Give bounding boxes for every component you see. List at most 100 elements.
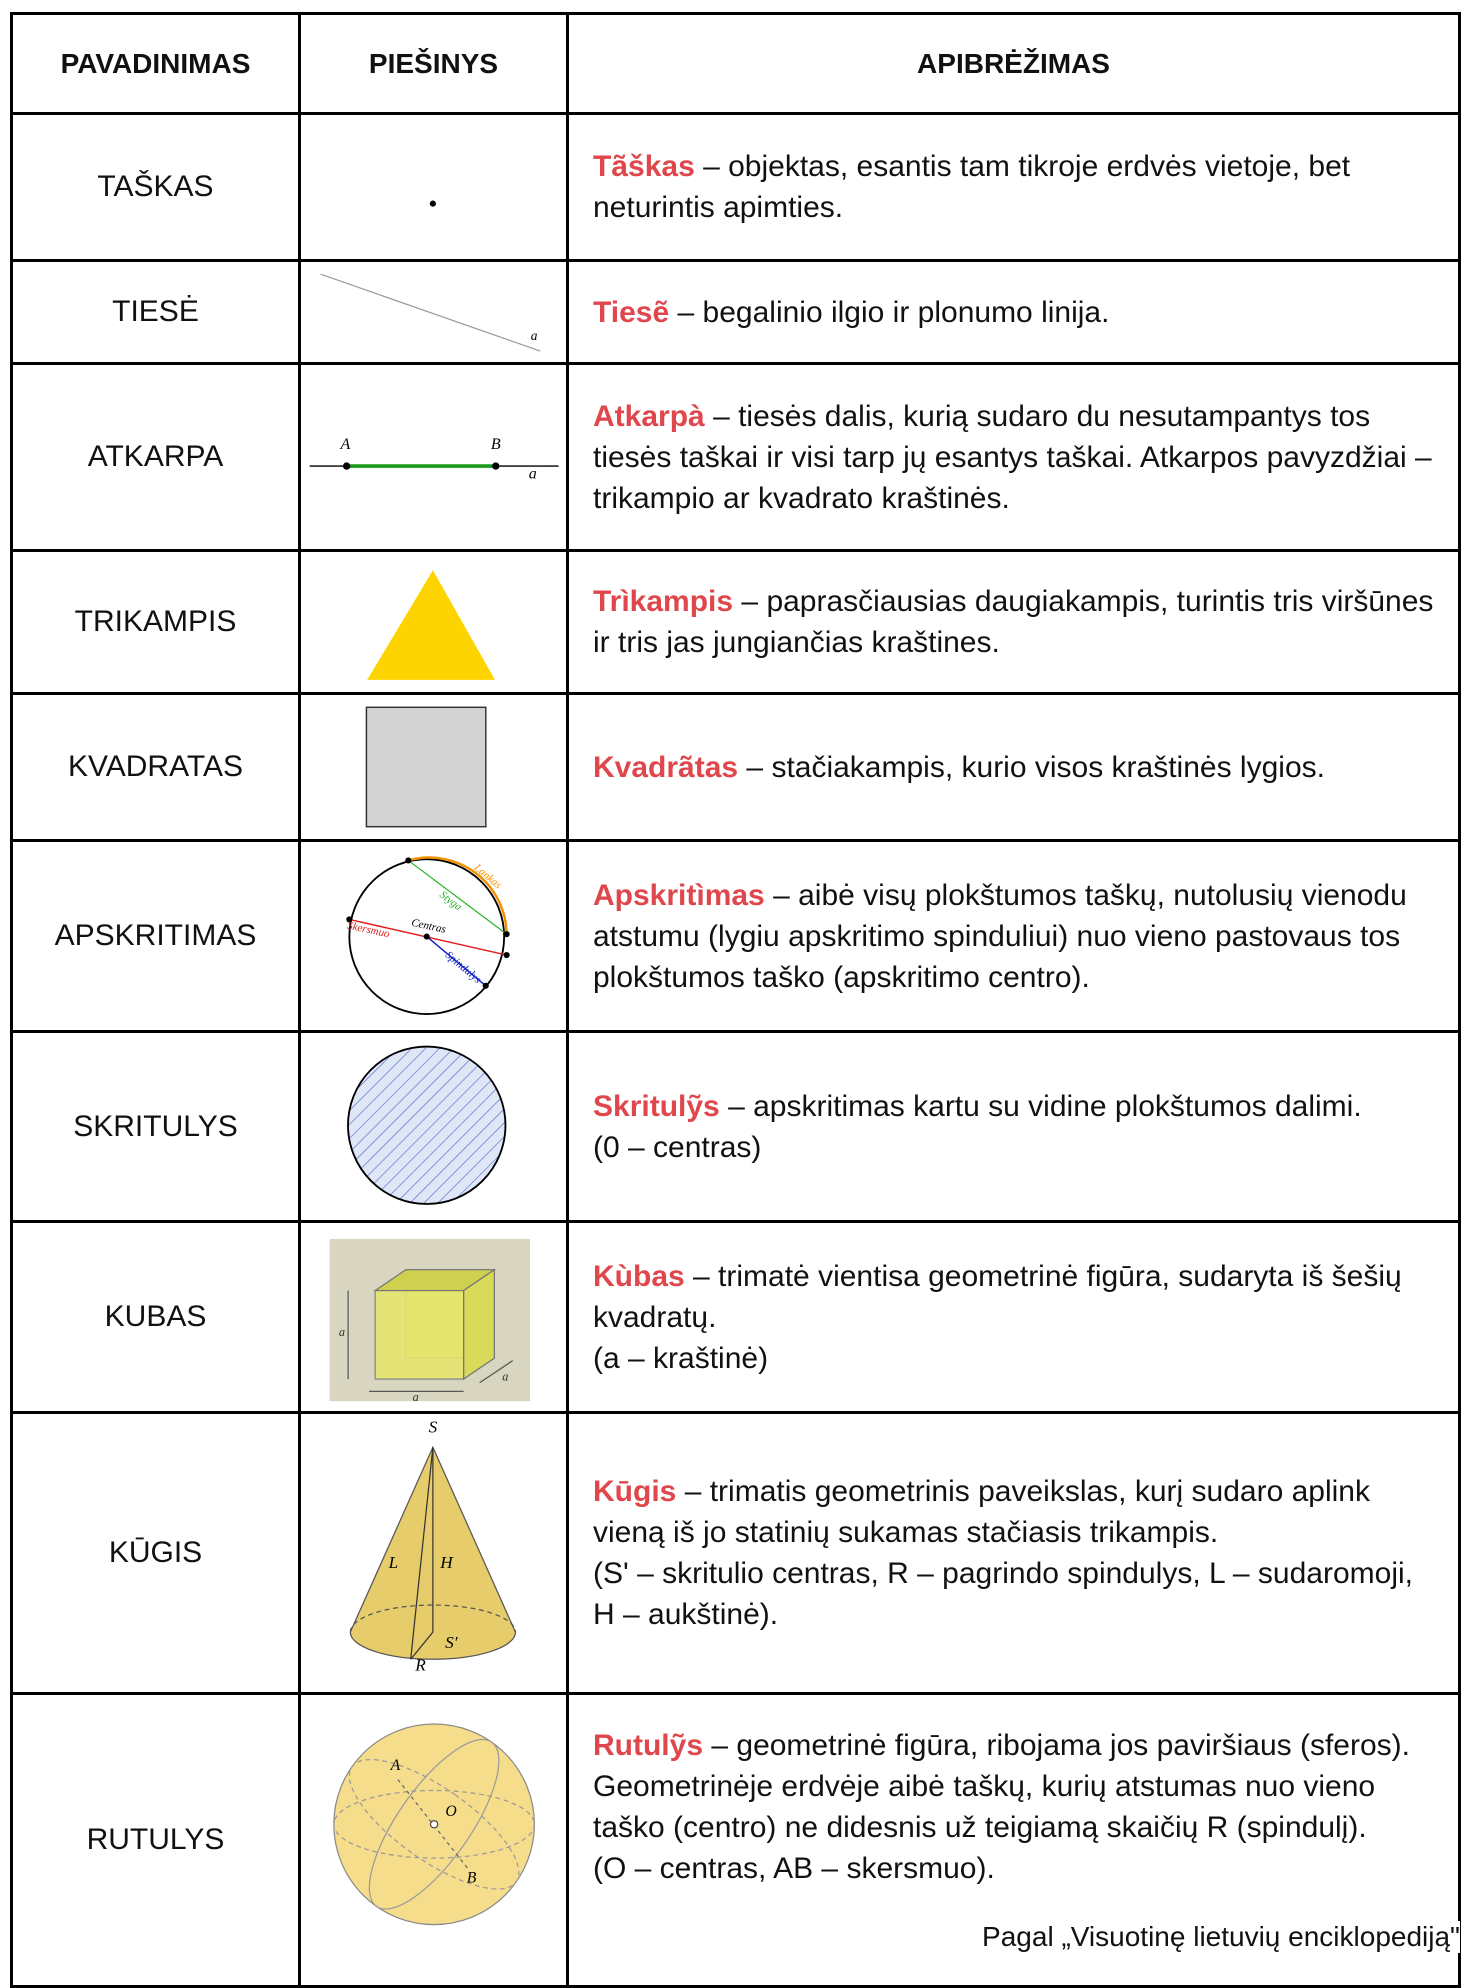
definition-text: – paprasčiausias daugiakampis, turintis …: [593, 585, 1434, 659]
definition-text: – aibė visų plokštumos taškų, nutolusių …: [593, 878, 1407, 994]
definition-note: (0 – centras): [593, 1130, 762, 1164]
drawing-shape: [482, 982, 489, 989]
definition-cell: Trìkampis – paprasčiausias daugiakampis,…: [566, 549, 1461, 695]
drawing-cell: a: [298, 259, 569, 365]
definition-note: (a – kraštinė): [593, 1341, 769, 1375]
definition-note: (S' – skritulio centras, R – pagrindo sp…: [593, 1557, 1414, 1631]
drawing-shape: [429, 1820, 439, 1829]
drawing-label: Skersmuo: [346, 920, 391, 941]
drawing-shape: [410, 1631, 434, 1660]
term: Kùbas: [593, 1259, 685, 1293]
drawing-shape: [346, 916, 353, 923]
drawing-cell: [298, 1030, 569, 1223]
definition-cell: Skritulỹs – apskritimas kartu su vidine …: [566, 1030, 1461, 1223]
definition: Tãškas – objektas, esantis tam tikroje e…: [593, 146, 1436, 228]
header-cell: PAVADINIMAS: [10, 12, 301, 115]
drawing: A O B: [333, 1723, 535, 1926]
drawing: S L H S′ R: [349, 1417, 517, 1674]
table-body: TAŠKAS Tãškas – objektas, esantis tam ti…: [10, 112, 1461, 1988]
drawing-label: A: [339, 436, 350, 453]
drawing-shape: [503, 951, 510, 959]
drawing-label: Spindulys: [443, 949, 484, 986]
term: Trìkampis: [593, 585, 734, 618]
term: Kvadrãtas: [593, 750, 739, 784]
drawing-shape: [492, 462, 500, 470]
drawing-label: S: [429, 1417, 438, 1436]
drawing-label: a: [502, 1369, 508, 1383]
drawing-shape: [349, 1604, 517, 1633]
definition: Skritulỹs – apskritimas kartu su vidine …: [593, 1086, 1436, 1127]
term: Skritulỹs: [593, 1089, 720, 1123]
term: Kūgis: [593, 1475, 677, 1508]
drawing-label: O: [445, 1803, 456, 1820]
definition-text: – objektas, esantis tam tikroje erdvės v…: [593, 150, 1351, 224]
definition-cell: Kvadrãtas – stačiakampis, kurio visos kr…: [566, 692, 1461, 842]
drawing-shape: [347, 1045, 507, 1205]
drawing: [367, 570, 495, 680]
drawing-shape: [367, 570, 495, 680]
definition: Kùbas – trimatė vientisa geometrinė figū…: [593, 1256, 1436, 1338]
definition-cell: Tãškas – objektas, esantis tam tikroje e…: [566, 112, 1461, 262]
drawing: A Ba: [309, 436, 559, 482]
drawing-label: a: [529, 465, 537, 482]
name-cell: APSKRITIMAS: [10, 839, 301, 1033]
term: Tãškas: [593, 150, 695, 183]
drawing: a a a: [329, 1238, 530, 1404]
geometry-table: PAVADINIMAS PIEŠINYS APIBRĖŽIMAS TAŠKAS …: [10, 12, 1461, 1988]
drawing-shape: [405, 857, 412, 864]
drawing-shape: [479, 1360, 514, 1384]
drawing-shape: [348, 858, 506, 1015]
definition-text: – geometrinė figūra, ribojama jos pavirš…: [593, 1729, 1410, 1844]
table-row: SKRITULYS Skritulỹs – apskritimas kartu …: [10, 1030, 1461, 1223]
drawing-shape: [342, 462, 351, 470]
drawing: a: [320, 273, 541, 352]
drawing-label: H: [439, 1553, 454, 1572]
drawing-shape: PAVADINIMAS PIEŠINYS APIBRĖŽIMAS: [10, 12, 1461, 115]
drawing-cell: A O B: [298, 1692, 569, 1988]
name-cell: KUBAS: [10, 1220, 301, 1414]
drawing-label: A: [390, 1757, 401, 1774]
table-row: KUBAS a a a Kùbas – trimatė vientisa geome…: [10, 1220, 1461, 1414]
drawing-shape: [407, 859, 507, 935]
definition-cell: Kùbas – trimatė vientisa geometrinė figū…: [566, 1220, 1461, 1414]
drawing-cell: [298, 692, 569, 842]
name-cell: ATKARPA: [10, 362, 301, 552]
definition-cell: Apskritìmas – aibė visų plokštumos taškų…: [566, 839, 1461, 1033]
drawing-shape: [368, 1738, 500, 1910]
definition: Apskritìmas – aibė visų plokštumos taškų…: [593, 875, 1436, 998]
header-row: PAVADINIMAS PIEŠINYS APIBRĖŽIMAS: [10, 12, 1461, 115]
definition: Trìkampis – paprasčiausias daugiakampis,…: [593, 581, 1436, 663]
definition: Kūgis – trimatis geometrinis paveikslas,…: [593, 1471, 1436, 1553]
definition-note: (O – centras, AB – skersmuo).: [593, 1852, 995, 1885]
name-cell: TIESĖ: [10, 259, 301, 365]
drawing-shape: [503, 931, 510, 938]
table-row: TRIKAMPIS Trìkampis – paprasčiausias dau…: [10, 549, 1461, 695]
drawing-cell: [298, 549, 569, 695]
term: Rutulỹs: [593, 1729, 704, 1762]
drawing: [429, 200, 436, 207]
drawing-shape: [407, 856, 508, 935]
definition: Tiesẽ – begalinio ilgio ir plonumo linij…: [593, 292, 1436, 333]
drawing-shape: [423, 933, 430, 940]
definition-text: – trimatis geometrinis paveikslas, kurį …: [593, 1475, 1370, 1549]
drawing-shape: [426, 936, 487, 987]
drawing-label: Centras: [410, 917, 447, 936]
drawing-label: R: [414, 1655, 426, 1674]
drawing-shape: [429, 200, 436, 207]
drawing-label: B: [467, 1869, 477, 1886]
term: Apskritìmas: [593, 878, 765, 912]
drawing-shape: [320, 273, 541, 352]
definition-text: – trimatė vientisa geometrinė figūra, su…: [593, 1259, 1402, 1334]
drawing-label: L: [388, 1553, 399, 1572]
definition-text: – tiesės dalis, kurią sudaro du nesutamp…: [593, 399, 1432, 515]
definition: Atkarpà – tiesės dalis, kurią sudaro du …: [593, 396, 1436, 519]
drawing-shape: [365, 706, 487, 828]
name-cell: SKRITULYS: [10, 1030, 301, 1223]
definition-text: – stačiakampis, kurio visos kraštinės ly…: [746, 750, 1325, 784]
header-cell: PIEŠINYS: [298, 12, 569, 115]
drawing-label: a: [531, 328, 538, 343]
term: Tiesẽ: [593, 295, 670, 329]
